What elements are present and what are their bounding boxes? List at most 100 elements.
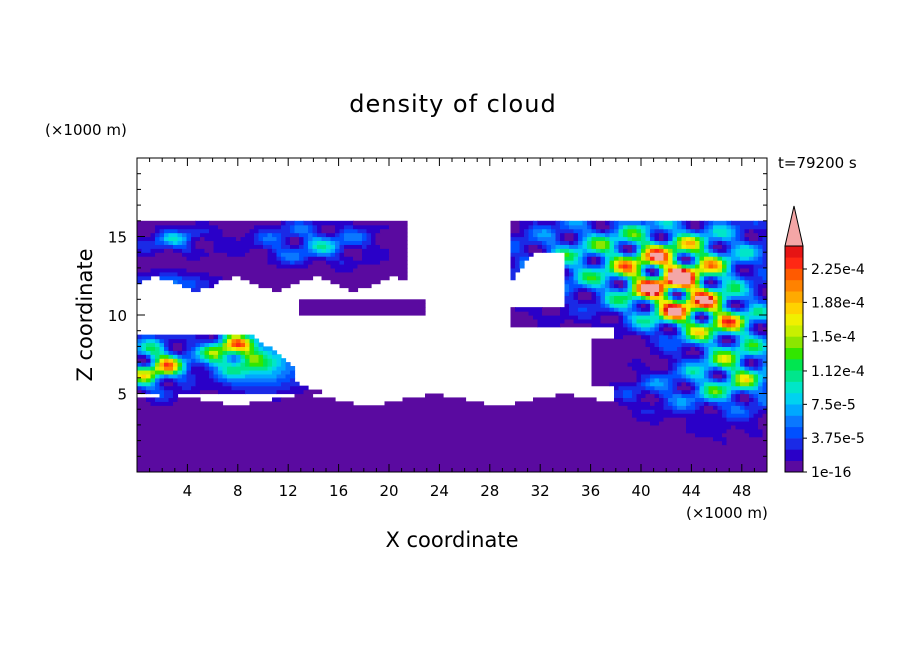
density-cell <box>672 366 678 371</box>
density-cell <box>726 283 732 289</box>
density-cell <box>731 385 741 391</box>
density-cell <box>663 232 669 238</box>
density-cell <box>150 373 156 379</box>
density-cell <box>605 228 611 234</box>
density-cell <box>191 232 201 238</box>
density-cell <box>380 244 408 249</box>
density-cell <box>213 366 219 371</box>
density-cell <box>641 244 647 249</box>
density-cell <box>762 381 767 387</box>
density-cell <box>740 334 746 340</box>
density-cell <box>240 338 246 344</box>
density-cell <box>699 354 705 359</box>
density-cell <box>362 232 368 238</box>
density-cell <box>740 366 746 371</box>
density-cell <box>668 283 674 289</box>
density-cell <box>200 354 206 359</box>
density-cell <box>204 362 210 367</box>
density-cell <box>749 303 755 308</box>
density-cell <box>654 311 660 316</box>
density-cell <box>713 232 719 238</box>
density-cell <box>659 420 687 426</box>
density-cell <box>690 260 696 265</box>
density-cell <box>713 224 728 230</box>
density-cell <box>137 405 629 410</box>
density-cell <box>717 303 723 308</box>
density-cell <box>632 322 638 328</box>
density-cell <box>249 342 255 347</box>
density-cell <box>645 252 651 257</box>
density-cell <box>681 342 696 347</box>
density-cell <box>618 385 647 391</box>
density-cell <box>213 244 264 249</box>
density-cell <box>758 267 767 273</box>
colorbar-swatch <box>785 279 803 292</box>
density-cell <box>173 350 179 355</box>
density-cell <box>731 369 737 375</box>
density-cell <box>155 334 197 340</box>
density-cell <box>519 256 530 261</box>
density-cell <box>708 350 714 355</box>
density-cell <box>749 283 755 289</box>
density-cell <box>258 232 269 238</box>
density-cell <box>722 334 732 340</box>
density-cell <box>731 260 737 265</box>
density-cell <box>249 362 264 367</box>
density-cell <box>677 248 687 253</box>
density-cell <box>609 232 620 238</box>
density-cell <box>222 334 228 340</box>
density-cell <box>740 275 746 281</box>
density-cell <box>587 260 593 265</box>
density-cell <box>137 428 687 434</box>
density-cell <box>645 263 651 269</box>
density-cell <box>704 350 710 355</box>
density-cell <box>425 393 444 399</box>
density-cell <box>636 256 642 261</box>
density-cell <box>708 318 714 324</box>
density-cell <box>276 366 287 371</box>
density-cell <box>726 389 732 395</box>
density-cell <box>402 397 467 402</box>
density-cell <box>195 283 210 289</box>
density-cell <box>227 252 246 257</box>
density-cell <box>695 228 701 234</box>
density-cell <box>231 342 237 347</box>
density-cell <box>753 377 759 383</box>
density-cell <box>546 244 552 249</box>
density-cell <box>326 232 336 238</box>
density-cell <box>758 362 764 367</box>
density-cell <box>695 256 701 261</box>
density-cell <box>735 366 741 371</box>
density-cell <box>272 287 282 293</box>
density-cell <box>695 318 701 324</box>
x-unit-label: (×1000 m) <box>686 504 768 522</box>
density-cell <box>146 397 156 402</box>
density-cell <box>677 299 687 304</box>
density-cell <box>753 248 759 253</box>
density-cell <box>749 342 759 347</box>
density-cell <box>672 393 683 399</box>
density-cell <box>636 287 642 293</box>
density-cell <box>654 326 660 332</box>
density-cell <box>335 224 345 230</box>
density-cell <box>758 401 764 406</box>
density-cell <box>735 311 741 316</box>
density-cell <box>690 381 696 387</box>
density-cell <box>533 315 579 320</box>
density-cell <box>618 315 624 320</box>
density-cell <box>668 271 692 277</box>
density-cell <box>636 322 642 328</box>
density-cell <box>632 291 638 296</box>
density-cell <box>744 228 750 234</box>
density-cell <box>686 326 692 332</box>
density-cell <box>510 318 539 324</box>
density-cell <box>155 362 161 367</box>
density-cell <box>137 267 152 273</box>
density-cell <box>281 220 287 226</box>
density-cell <box>605 256 611 261</box>
density-cell <box>596 295 602 300</box>
density-cell <box>663 417 687 422</box>
density-cell <box>645 275 651 281</box>
density-cell <box>749 409 759 414</box>
density-cell <box>609 303 615 308</box>
